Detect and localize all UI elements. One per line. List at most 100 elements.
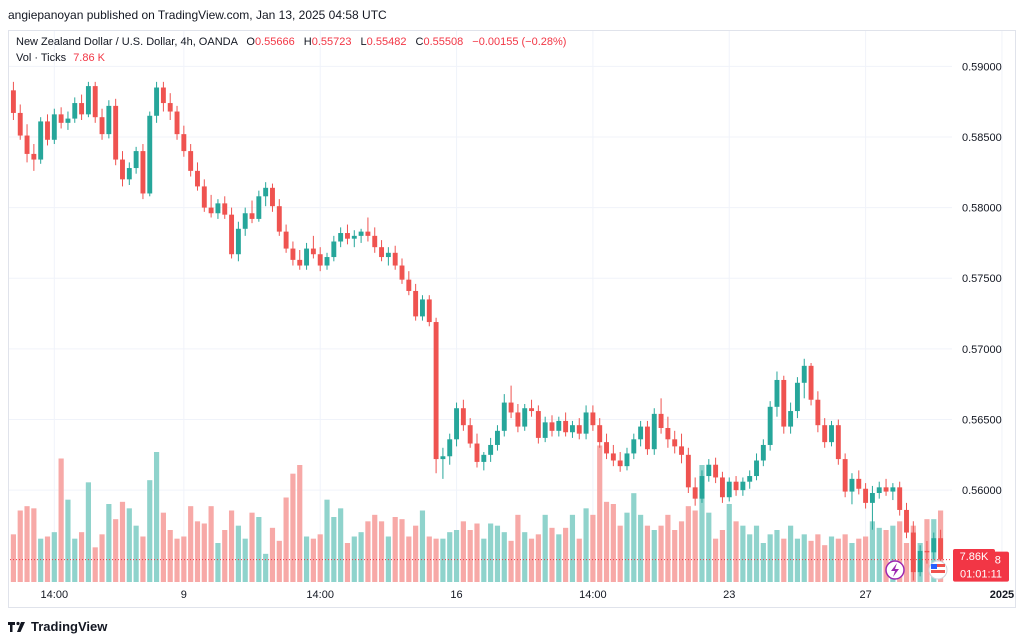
volume-bar (672, 530, 678, 582)
volume-bar (10, 534, 16, 582)
price-tags: 0.5550801:01:117.86K (10, 549, 1009, 582)
x-tick-label: 14:00 (306, 589, 334, 601)
candle-body (760, 444, 766, 461)
candle-body (890, 487, 896, 492)
volume-bar (99, 534, 105, 582)
symbol-name[interactable]: New Zealand Dollar / U.S. Dollar, 4h, OA… (16, 36, 238, 48)
candle-body (829, 425, 834, 443)
candle-body (385, 252, 391, 258)
candle-body (617, 460, 623, 467)
candle-body (631, 439, 637, 454)
volume-bar (719, 530, 726, 582)
volume-bar (822, 545, 828, 582)
volume-bar (842, 534, 848, 582)
candle-body (651, 413, 657, 450)
x-tick-label: 2025 (990, 589, 1014, 601)
candle-body (406, 279, 412, 291)
volume-bar (310, 538, 316, 582)
candle-body (133, 151, 139, 169)
countdown-label: 01:01:11 (960, 569, 1002, 581)
volume-bar (794, 538, 801, 582)
volume-bar (760, 543, 766, 582)
volume-bar (515, 514, 521, 582)
candle-body (863, 488, 869, 503)
volume-bar (644, 525, 651, 582)
price-candles (10, 81, 944, 581)
candle-body (324, 257, 330, 266)
candle-body (297, 259, 303, 266)
volume-bar (344, 543, 351, 582)
candle-body (494, 430, 500, 445)
candle-body (270, 187, 275, 207)
candle-body (372, 235, 378, 248)
candle-body (235, 228, 241, 255)
candle-body (181, 134, 187, 152)
y-tick-label: 0.57500 (962, 273, 1002, 285)
volume-bar (426, 536, 432, 582)
candle-body (283, 231, 289, 249)
us-flag-stripe-icon (931, 564, 945, 567)
candle-body (583, 412, 589, 434)
candle-body (24, 135, 30, 154)
volume-bar (849, 543, 855, 582)
candle-body (815, 399, 821, 426)
candle-body (569, 425, 575, 433)
volume-bar (92, 547, 98, 582)
price-axis: 0.59000 0.58500 0.58000 0.57500 0.57000 0.565… (962, 61, 1002, 497)
volume-bar (338, 508, 344, 582)
candle-body (208, 207, 214, 214)
candle-body (917, 550, 923, 573)
volume-bar (869, 521, 876, 582)
candle-body (699, 476, 705, 499)
candle-body (99, 117, 105, 135)
candle-body (719, 477, 725, 498)
volume-bar (126, 508, 132, 582)
volume-bar (228, 510, 235, 582)
open-value: 0.55666 (254, 36, 295, 48)
candle-body (508, 402, 514, 413)
candle-body (420, 299, 425, 317)
volume-bar (440, 538, 446, 582)
candle-body (304, 248, 310, 266)
candle-body (460, 408, 466, 426)
us-flag-canton-icon (931, 564, 937, 569)
candle-body (644, 426, 650, 450)
volume-bar (815, 534, 821, 582)
candle-body (740, 481, 746, 491)
close-value: 0.55508 (423, 36, 464, 48)
footer-brand-label: TradingView (31, 618, 108, 634)
candle-body (754, 460, 759, 477)
volume-bar (147, 480, 153, 582)
y-tick-label: 0.56000 (962, 485, 1002, 497)
candle-body (10, 90, 16, 113)
candle-body (931, 538, 937, 553)
volume-bar (58, 458, 64, 582)
volume-bar (890, 525, 896, 582)
candle-body (113, 105, 119, 160)
footer-brand[interactable]: TradingView (8, 616, 107, 636)
candle-body (774, 379, 780, 407)
last-volume-tag (953, 549, 995, 564)
candle-body (849, 478, 855, 492)
volume-label[interactable]: Vol · Ticks (16, 52, 67, 64)
volume-bar (406, 536, 412, 582)
volume-bar (638, 514, 644, 582)
volume-bar (365, 521, 371, 582)
candle-body (801, 365, 807, 383)
candle-body (590, 412, 596, 426)
candle-body (426, 299, 432, 323)
legend: New Zealand Dollar / U.S. Dollar, 4h, OA… (16, 34, 572, 66)
volume-bar (331, 517, 337, 582)
y-tick-label: 0.58500 (962, 132, 1002, 144)
candle-body (679, 446, 684, 455)
volume-bar (263, 553, 269, 582)
volume-bar (460, 521, 466, 582)
volume-bar (658, 525, 664, 582)
lightning-bolt-icon (891, 563, 899, 577)
candle-body (454, 408, 460, 440)
chart-frame[interactable] (8, 30, 1016, 608)
candle-body (222, 203, 228, 215)
x-tick-label: 23 (723, 589, 735, 601)
volume-bar (31, 508, 37, 582)
